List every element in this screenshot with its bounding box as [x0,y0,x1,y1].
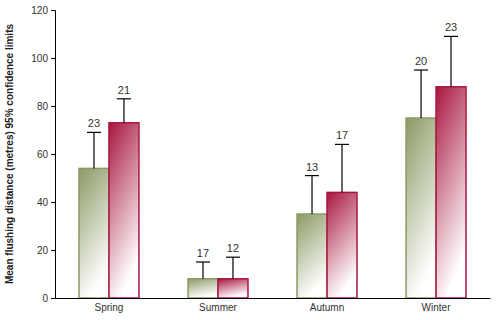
error-cap [305,175,319,176]
sample-size: 20 [415,55,427,67]
y-tick: 40 [37,197,55,208]
error-cap [335,144,349,145]
bar [436,87,466,298]
y-tick-label: 0 [42,293,48,304]
x-tick: Autumn [310,298,344,313]
error-cap [117,98,131,99]
error-cap [196,261,210,262]
chart: 23 17 13 20 21 12 17 23 0 20 40 60 80 100 120 Spring Sum… [0,0,500,320]
x-tick-label: Spring [95,302,124,313]
sample-size: 13 [306,161,318,173]
bar [109,123,139,298]
x-tick-label: Autumn [310,302,344,313]
error-stem [341,144,342,192]
sample-size: 23 [88,117,100,129]
error-bar [226,257,240,279]
error-cap [87,132,101,133]
marks [79,36,466,298]
y-tick-mark [51,10,55,11]
bar [218,279,248,298]
y-tick-mark [51,106,55,107]
y-tick-mark [51,298,55,299]
bar [297,214,327,298]
y-tick-label: 80 [37,101,49,112]
y-tick-label: 40 [37,197,49,208]
y-tick: 100 [31,53,55,64]
sample-size: 12 [227,242,239,254]
y-tick-label: 20 [37,245,49,256]
x-tick-label: Summer [199,302,237,313]
bar [79,168,109,298]
y-tick-label: 120 [31,5,48,16]
x-tick: Summer [199,298,237,313]
x-tick-label: Winter [422,302,452,313]
bar [327,192,357,298]
error-bar [117,99,131,123]
error-stem [123,99,124,123]
plot: 23 17 13 20 21 12 17 23 0 20 40 60 80 100 120 Spring Sum… [31,5,490,313]
x-axis: Spring Summer Autumn Winter [56,298,491,313]
x-tick: Winter [422,298,452,313]
y-tick: 60 [37,149,55,160]
error-cap [226,257,240,258]
y-tick-mark [51,154,55,155]
bar [188,279,218,298]
error-stem [93,132,94,168]
error-bar [444,36,458,86]
y-tick: 0 [42,293,55,304]
error-stem [420,70,421,118]
x-axis-line [56,298,491,299]
y-tick: 80 [37,101,55,112]
error-bar [305,176,319,214]
y-tick-label: 60 [37,149,49,160]
sample-labels: 23 17 13 20 21 12 17 23 [88,21,457,259]
error-stem [450,36,451,86]
y-axis-title: Mean flushing distance (metres) 95% conf… [4,24,15,285]
error-stem [311,176,312,214]
series [109,36,466,298]
y-axis-line [51,11,56,299]
y-tick-mark [51,250,55,251]
error-bar [414,70,428,118]
sample-size: 21 [118,84,130,96]
bar [406,118,436,298]
x-tick: Spring [95,298,124,313]
y-tick-mark [51,58,55,59]
sample-size: 17 [336,129,348,141]
sample-size: 23 [445,21,457,33]
series [79,70,436,298]
y-tick-label: 100 [31,53,48,64]
y-tick: 120 [31,5,55,16]
y-tick: 20 [37,245,55,256]
sample-size: 17 [197,247,209,259]
error-bar [87,132,101,168]
error-stem [202,262,203,279]
error-stem [232,257,233,279]
error-cap [414,69,428,70]
error-cap [444,36,458,37]
y-tick-mark [51,202,55,203]
y-axis: 0 20 40 60 80 100 120 [31,5,55,304]
error-bar [196,262,210,279]
error-bar [335,144,349,192]
